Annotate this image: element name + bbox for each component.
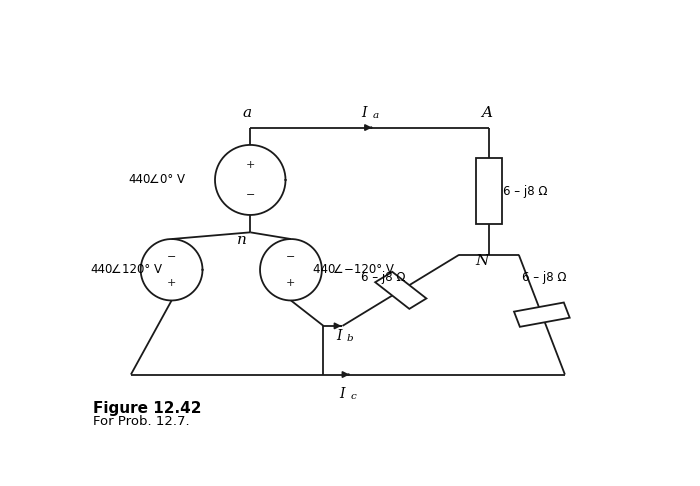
Text: −: − xyxy=(167,252,176,262)
Bar xyxy=(375,272,426,309)
Text: a: a xyxy=(372,111,379,120)
Text: +: + xyxy=(167,278,176,288)
Text: 6 – j8 Ω: 6 – j8 Ω xyxy=(522,271,566,284)
Text: A: A xyxy=(481,105,491,120)
Text: 440: 440 xyxy=(128,174,150,187)
Text: a: a xyxy=(243,105,252,120)
Text: I: I xyxy=(361,105,367,120)
Text: +: + xyxy=(286,278,295,288)
Text: −: − xyxy=(246,190,255,200)
Text: +: + xyxy=(246,160,255,170)
Bar xyxy=(476,158,502,224)
Text: I: I xyxy=(336,329,342,343)
Text: 6 – j8 Ω: 6 – j8 Ω xyxy=(361,271,406,284)
Text: 120° V: 120° V xyxy=(122,263,162,276)
Text: b: b xyxy=(346,334,354,343)
Text: 6 – j8 Ω: 6 – j8 Ω xyxy=(503,185,547,198)
Text: −120° V: −120° V xyxy=(344,263,394,276)
Text: −: − xyxy=(286,252,295,262)
Text: 0° V: 0° V xyxy=(160,174,185,187)
Text: ∠: ∠ xyxy=(333,263,344,276)
Text: c: c xyxy=(351,393,356,401)
Text: I: I xyxy=(340,387,345,401)
Text: 440: 440 xyxy=(313,263,339,276)
Text: N: N xyxy=(476,254,489,268)
Text: 440: 440 xyxy=(90,263,113,276)
Text: For Prob. 12.7.: For Prob. 12.7. xyxy=(93,415,190,428)
Text: n: n xyxy=(237,233,246,247)
Text: ∠: ∠ xyxy=(111,263,121,276)
Text: ∠: ∠ xyxy=(149,174,160,187)
Text: Figure 12.42: Figure 12.42 xyxy=(93,401,202,416)
Bar xyxy=(514,302,570,327)
